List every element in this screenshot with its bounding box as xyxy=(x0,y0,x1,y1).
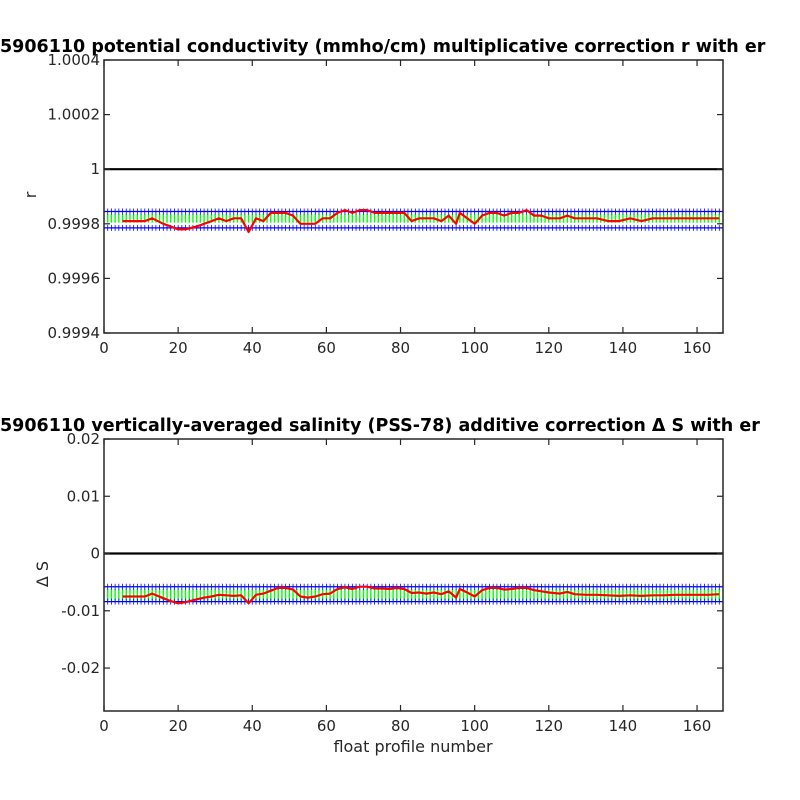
x-axis-label: float profile number xyxy=(333,737,493,756)
y-tick-label: 1 xyxy=(90,160,100,178)
x-tick-label: 60 xyxy=(317,339,336,357)
axes-box xyxy=(103,59,724,334)
x-axis-ticks: 0 20 40 60 80 100 120 140 160 xyxy=(99,439,711,735)
x-tick-label: 0 xyxy=(99,717,109,735)
axes-box xyxy=(103,438,724,712)
x-axis-ticks: 0 20 40 60 80 100 120 140 160 xyxy=(99,60,711,357)
y-axis-ticks: -0.02 -0.01 0 0.01 0.02 xyxy=(61,430,723,677)
x-tick-label: 20 xyxy=(169,717,188,735)
y-tick-label: 0.9994 xyxy=(48,324,101,342)
chart-title: 5906110 vertically-averaged salinity (PS… xyxy=(0,416,760,436)
x-tick-label: 160 xyxy=(683,339,712,357)
salinity-correction-chart: 5906110 vertically-averaged salinity (PS… xyxy=(0,416,760,756)
x-tick-label: 0 xyxy=(99,339,109,357)
y-tick-label: -0.01 xyxy=(61,602,100,620)
y-axis-label: r xyxy=(21,191,40,198)
x-tick-label: 80 xyxy=(391,339,410,357)
y-tick-label: 0.9998 xyxy=(48,215,101,233)
y-tick-label: 1.0002 xyxy=(48,106,101,124)
x-tick-label: 140 xyxy=(609,717,638,735)
x-tick-label: 80 xyxy=(391,717,410,735)
x-tick-label: 60 xyxy=(317,717,336,735)
y-axis-ticks: 0.9994 0.9996 0.9998 1 1.0002 1.0004 xyxy=(48,51,723,342)
error-bars xyxy=(107,589,720,601)
x-tick-label: 100 xyxy=(460,717,489,735)
correction-series-line xyxy=(122,209,720,234)
x-tick-label: 40 xyxy=(243,339,262,357)
y-tick-label: -0.02 xyxy=(61,659,100,677)
y-tick-label: 0.02 xyxy=(67,430,100,448)
y-axis-label: Δ S xyxy=(33,561,52,587)
x-tick-label: 100 xyxy=(460,339,489,357)
error-limits xyxy=(103,583,724,605)
correction-series-line xyxy=(122,585,720,605)
error-limits xyxy=(103,208,724,231)
chart-title: 5906110 potential conductivity (mmho/cm)… xyxy=(0,37,766,57)
conductivity-correction-chart: 5906110 potential conductivity (mmho/cm)… xyxy=(0,37,766,357)
plot-area: 0 20 40 60 80 100 120 140 160 0.9994 0.9996 0.9998 1… xyxy=(48,51,724,357)
x-tick-label: 40 xyxy=(243,717,262,735)
y-tick-label: 0.9996 xyxy=(48,269,101,287)
plot-area: 0 20 40 60 80 100 120 140 160 -0.02 -0.01 0 0.01 0.02 xyxy=(61,430,724,735)
x-tick-label: 20 xyxy=(169,339,188,357)
y-tick-label: 1.0004 xyxy=(48,51,101,69)
x-tick-label: 120 xyxy=(534,339,563,357)
x-tick-label: 120 xyxy=(534,717,563,735)
y-tick-label: 0 xyxy=(90,545,100,563)
x-tick-label: 160 xyxy=(683,717,712,735)
x-tick-label: 140 xyxy=(609,339,638,357)
y-tick-label: 0.01 xyxy=(67,487,100,505)
